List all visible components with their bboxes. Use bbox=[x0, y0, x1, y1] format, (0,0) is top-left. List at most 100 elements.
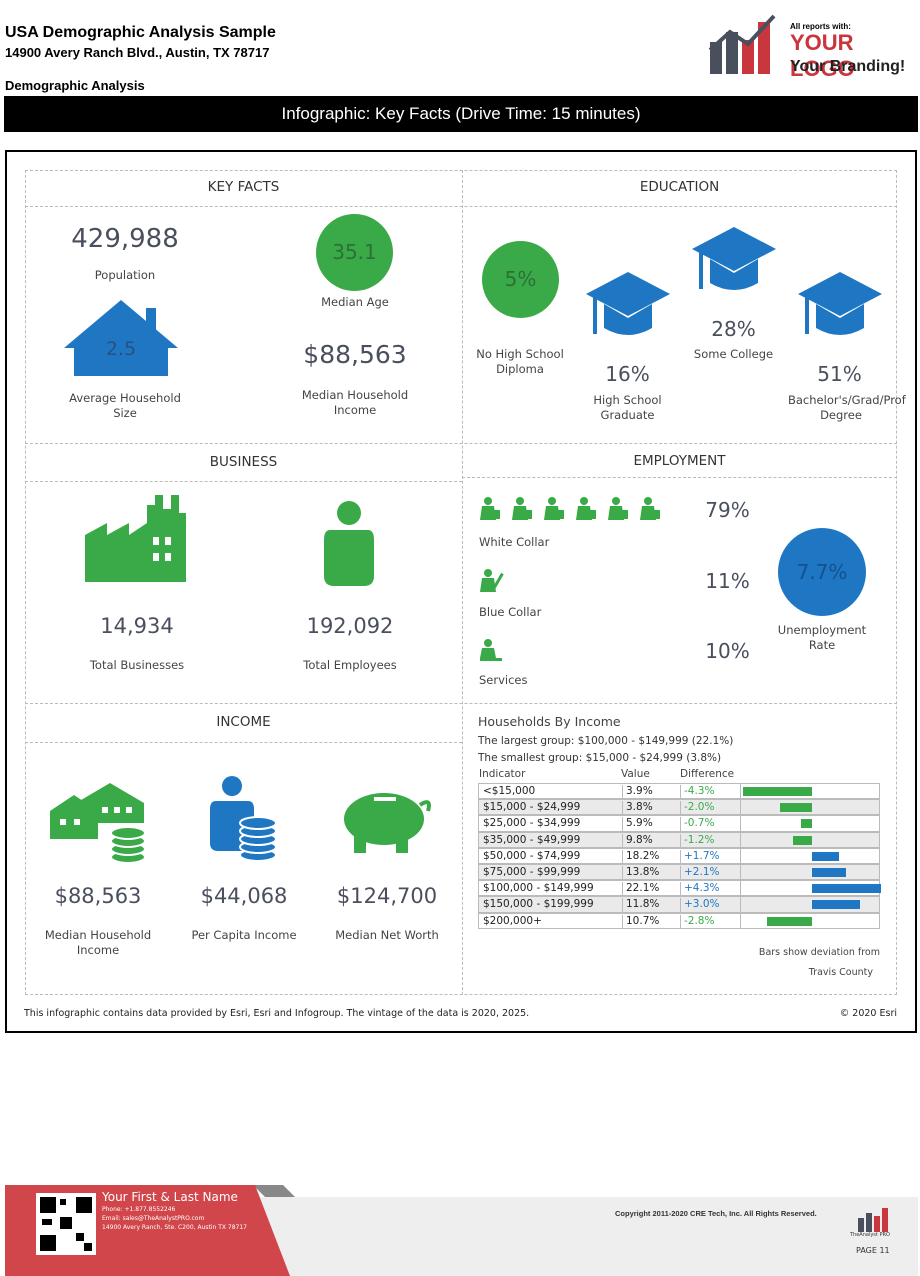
section-heading: KEY FACTS bbox=[207, 179, 280, 195]
value-cell: 5.9% bbox=[622, 817, 653, 832]
grid-line bbox=[25, 443, 897, 444]
table-row: $50,000 - $74,999 18.2% +1.7% bbox=[478, 847, 880, 864]
education-label: High School Graduate bbox=[593, 393, 662, 422]
brand-icon bbox=[858, 1208, 888, 1232]
household-income-label: Median Household Income bbox=[301, 388, 409, 417]
education-value: 28% bbox=[711, 317, 756, 341]
footer-copyright: Copyright 2011-2020 CRE Tech, Inc. All R… bbox=[615, 1209, 817, 1218]
businesses-value: 14,934 bbox=[100, 614, 174, 638]
education-value: 51% bbox=[817, 362, 862, 386]
column-header: Value bbox=[621, 768, 650, 780]
table-row: <$15,000 3.9% -4.3% bbox=[478, 783, 880, 800]
white-collar-value: 79% bbox=[705, 498, 750, 522]
value-cell: 13.8% bbox=[622, 866, 659, 880]
grid-line bbox=[25, 481, 462, 482]
difference-cell: +2.1% bbox=[680, 866, 719, 880]
unemployment-label: Unemployment Rate bbox=[777, 623, 867, 652]
education-label: Some College bbox=[693, 347, 774, 361]
section-heading: INCOME bbox=[216, 714, 271, 730]
column-header: Difference bbox=[680, 768, 735, 780]
infographic-frame bbox=[5, 150, 917, 1033]
income-label: Median Net Worth bbox=[335, 928, 439, 942]
difference-cell: -2.0% bbox=[680, 801, 714, 816]
difference-cell: -2.8% bbox=[680, 914, 714, 929]
cell-divider bbox=[740, 832, 741, 847]
logo-icon bbox=[708, 14, 776, 74]
cell-divider bbox=[740, 848, 741, 863]
cell-divider bbox=[740, 784, 741, 799]
table-note: Travis County bbox=[808, 967, 873, 978]
income-label: Per Capita Income bbox=[191, 928, 297, 942]
section-heading: BUSINESS bbox=[209, 454, 278, 470]
deviation-bar bbox=[779, 803, 812, 813]
value-cell: 10.7% bbox=[622, 914, 659, 929]
value-cell: 9.8% bbox=[622, 833, 653, 848]
businesses-label: Total Businesses bbox=[89, 658, 185, 672]
difference-cell: -0.7% bbox=[680, 817, 714, 832]
cap-icon bbox=[798, 272, 882, 335]
agent-name: Your First & Last Name bbox=[102, 1190, 238, 1204]
agent-address: 14900 Avery Ranch, Ste. C200, Austin TX … bbox=[102, 1224, 248, 1231]
cell-divider bbox=[740, 800, 741, 815]
unemployment-value: 7.7% bbox=[796, 560, 848, 584]
section-title: Demographic Analysis bbox=[5, 78, 145, 93]
section-heading: EDUCATION bbox=[639, 179, 720, 195]
deviation-bar bbox=[812, 868, 846, 877]
indicator-cell: $100,000 - $149,999 bbox=[483, 882, 594, 895]
logo-tagline: All reports with: bbox=[790, 22, 851, 31]
income-value: $88,563 bbox=[54, 884, 142, 908]
income-value: $44,068 bbox=[200, 884, 288, 908]
household-size-label: Average Household Size bbox=[69, 391, 181, 420]
grid-line bbox=[462, 477, 897, 478]
white-collar-label: White Collar bbox=[479, 535, 550, 549]
grid-line bbox=[25, 206, 897, 207]
person-icon bbox=[324, 501, 374, 586]
indicator-cell: $50,000 - $74,999 bbox=[483, 849, 581, 862]
household-income-value: $88,563 bbox=[303, 340, 407, 369]
agent-phone: Phone: +1.877.8552246 bbox=[102, 1206, 176, 1213]
deviation-bar bbox=[812, 884, 882, 894]
homes-icon bbox=[50, 783, 146, 864]
difference-cell: -1.2% bbox=[680, 833, 714, 848]
worker-icons bbox=[480, 497, 660, 520]
table-row: $35,000 - $49,999 9.8% -1.2% bbox=[478, 831, 880, 848]
grid-frame bbox=[25, 170, 897, 995]
largest-group: The largest group: $100,000 - $149,999 (… bbox=[478, 735, 734, 747]
education-value: 16% bbox=[605, 362, 650, 386]
deviation-bar bbox=[792, 835, 812, 845]
cell-divider bbox=[740, 881, 741, 896]
cell-divider bbox=[740, 865, 741, 880]
households-title: Households By Income bbox=[478, 714, 621, 729]
blue-collar-label: Blue Collar bbox=[479, 605, 542, 619]
esri-copyright: © 2020 Esri bbox=[839, 1008, 897, 1019]
unemployment-circle bbox=[778, 528, 866, 616]
median-age-label: Median Age bbox=[321, 295, 389, 309]
household-size-value: 2.5 bbox=[105, 338, 137, 360]
logo-slogan: Your Branding! bbox=[790, 58, 906, 75]
table-note: Bars show deviation from bbox=[758, 947, 880, 958]
brand-name: TheAnalyst PRO bbox=[850, 1232, 890, 1238]
deviation-bar bbox=[812, 851, 840, 861]
population-value: 429,988 bbox=[71, 224, 179, 254]
cap-icon bbox=[692, 227, 776, 290]
education-label: Bachelor's/Grad/Prof Degree bbox=[788, 393, 906, 422]
population-label: Population bbox=[94, 268, 156, 282]
column-header: Indicator bbox=[479, 768, 526, 780]
banner: Infographic: Key Facts (Drive Time: 15 m… bbox=[4, 96, 918, 132]
blue-collar-value: 11% bbox=[705, 569, 750, 593]
agent-email: Email: sales@TheAnalystPRO.com bbox=[102, 1215, 205, 1222]
smallest-group: The smallest group: $15,000 - $24,999 (3… bbox=[478, 752, 722, 764]
income-value: $124,700 bbox=[336, 884, 438, 908]
difference-cell: +1.7% bbox=[680, 849, 719, 864]
value-cell: 11.8% bbox=[622, 898, 659, 913]
deviation-bar bbox=[742, 787, 812, 796]
value-cell: 22.1% bbox=[622, 882, 659, 897]
education-label: No High School Diploma bbox=[476, 347, 564, 376]
report-address: 14900 Avery Ranch Blvd., Austin, TX 7871… bbox=[5, 45, 270, 60]
house-icon bbox=[64, 300, 178, 376]
factory-icon bbox=[85, 495, 186, 582]
deviation-bar bbox=[812, 900, 861, 910]
difference-cell: +3.0% bbox=[680, 898, 719, 913]
source-note: This infographic contains data provided … bbox=[24, 1008, 530, 1019]
table-row: $200,000+ 10.7% -2.8% bbox=[478, 912, 880, 929]
